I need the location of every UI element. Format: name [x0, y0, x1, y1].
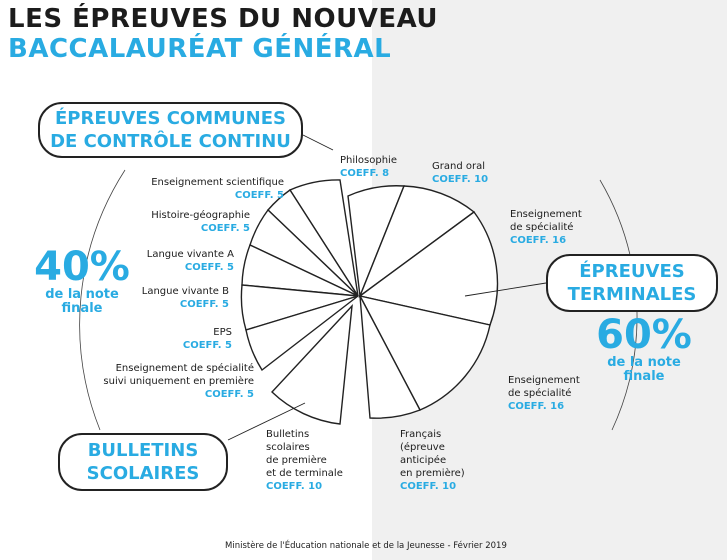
percent-left-value: 40%: [34, 244, 130, 290]
label-coeff: COEFF. 5: [184, 262, 234, 273]
box-ecc-line-1: ÉPREUVES COMMUNES: [55, 108, 286, 129]
label-enseignement-scientifique: Enseignement scientifique COEFF. 5: [151, 176, 284, 202]
percent-left: 40% de la note finale: [30, 246, 134, 316]
label-line: de première: [266, 455, 327, 466]
wedge-bulletins: [271, 303, 353, 425]
label-line: de spécialité: [508, 388, 572, 399]
label-line: Français: [400, 429, 442, 440]
box-bulletins-line-2: SCOLAIRES: [86, 463, 200, 484]
label-line: et de terminale: [266, 468, 343, 479]
label-name: Grand oral: [432, 161, 485, 172]
label-name: Enseignement scientifique: [151, 177, 284, 188]
label-line: en première): [400, 468, 465, 479]
wedge-francais: [359, 295, 421, 419]
label-philosophie: Philosophie COEFF. 8: [340, 154, 397, 180]
label-eps: EPS COEFF. 5: [183, 326, 232, 352]
leader-terminales: [464, 282, 547, 297]
percent-left-caption-2: finale: [61, 301, 103, 316]
label-coeff: COEFF. 16: [508, 401, 565, 412]
label-grand-oral: Grand oral COEFF. 10: [432, 160, 488, 186]
label-line: Enseignement: [510, 209, 582, 220]
footer-source: Ministère de l'Éducation nationale et de…: [225, 541, 507, 551]
box-epreuves-communes: ÉPREUVES COMMUNES DE CONTRÔLE CONTINU: [38, 102, 303, 158]
label-coeff: COEFF. 10: [432, 174, 489, 185]
title-line-2: BACCALAURÉAT GÉNÉRAL: [8, 34, 392, 64]
label-coeff: COEFF. 5: [200, 223, 250, 234]
percent-right: 60% de la note finale: [592, 314, 696, 384]
wedge-specialite-2: [358, 294, 491, 411]
label-coeff: COEFF. 5: [204, 389, 254, 400]
right-wedges: [347, 185, 499, 419]
label-coeff: COEFF. 5: [182, 340, 232, 351]
label-bulletins: Bulletins scolaires de première et de te…: [266, 428, 343, 493]
label-coeff: COEFF. 5: [234, 190, 284, 201]
label-langue-vivante-b: Langue vivante B COEFF. 5: [142, 285, 229, 311]
label-langue-vivante-a: Langue vivante A COEFF. 5: [147, 248, 234, 274]
label-line: Enseignement: [508, 375, 580, 386]
title-line-1: LES ÉPREUVES DU NOUVEAU: [8, 4, 439, 34]
label-coeff: COEFF. 10: [400, 481, 457, 492]
label-name: Langue vivante A: [146, 249, 234, 260]
label-name: Philosophie: [340, 155, 397, 166]
label-coeff: COEFF. 5: [179, 299, 229, 310]
box-bulletins-line-1: BULLETINS: [87, 440, 199, 461]
label-coeff: COEFF. 8: [340, 168, 390, 179]
label-line: de spécialité: [510, 222, 574, 233]
label-name: Histoire-géographie: [151, 210, 250, 221]
label-name-line-1: Enseignement de spécialité: [115, 363, 254, 374]
wedge-grand-oral: [358, 185, 476, 299]
label-line: scolaires: [266, 442, 310, 453]
label-specialite-terminale-2: Enseignement de spécialité COEFF. 16: [508, 374, 580, 413]
label-specialite-terminale-1: Enseignement de spécialité COEFF. 16: [510, 208, 582, 247]
label-name: Langue vivante B: [141, 286, 229, 297]
label-name-line-2: suivi uniquement en première: [103, 376, 254, 387]
label-name: EPS: [213, 327, 232, 338]
label-line: anticipée: [400, 455, 447, 466]
percent-left-caption-1: de la note: [45, 287, 119, 302]
box-bulletins-scolaires: BULLETINS SCOLAIRES: [58, 433, 228, 491]
left-wedges: [240, 179, 359, 372]
label-coeff: COEFF. 16: [510, 235, 567, 246]
label-histoire-geographie: Histoire-géographie COEFF. 5: [151, 209, 250, 235]
left-guide-arc: [79, 169, 126, 431]
leader-ecc: [302, 134, 334, 151]
wedge-specialite-1: [358, 211, 499, 326]
box-terminales-line-2: TERMINALES: [567, 284, 697, 305]
box-epreuves-terminales: ÉPREUVES TERMINALES: [546, 254, 718, 312]
box-terminales-line-1: ÉPREUVES: [579, 261, 685, 282]
wedge-specialite-premiere: [245, 295, 359, 372]
percent-right-caption-1: de la note: [607, 355, 681, 370]
label-line: (épreuve: [400, 442, 445, 453]
label-francais: Français (épreuve anticipée en première)…: [400, 428, 465, 493]
label-coeff: COEFF. 10: [266, 481, 323, 492]
box-ecc-line-2: DE CONTRÔLE CONTINU: [50, 131, 291, 152]
percent-right-caption-2: finale: [623, 369, 665, 384]
label-specialite-premiere: Enseignement de spécialité suivi uniquem…: [103, 362, 254, 401]
percent-right-value: 60%: [596, 312, 692, 358]
leader-bulletins: [227, 402, 306, 441]
label-line: Bulletins: [266, 429, 310, 440]
